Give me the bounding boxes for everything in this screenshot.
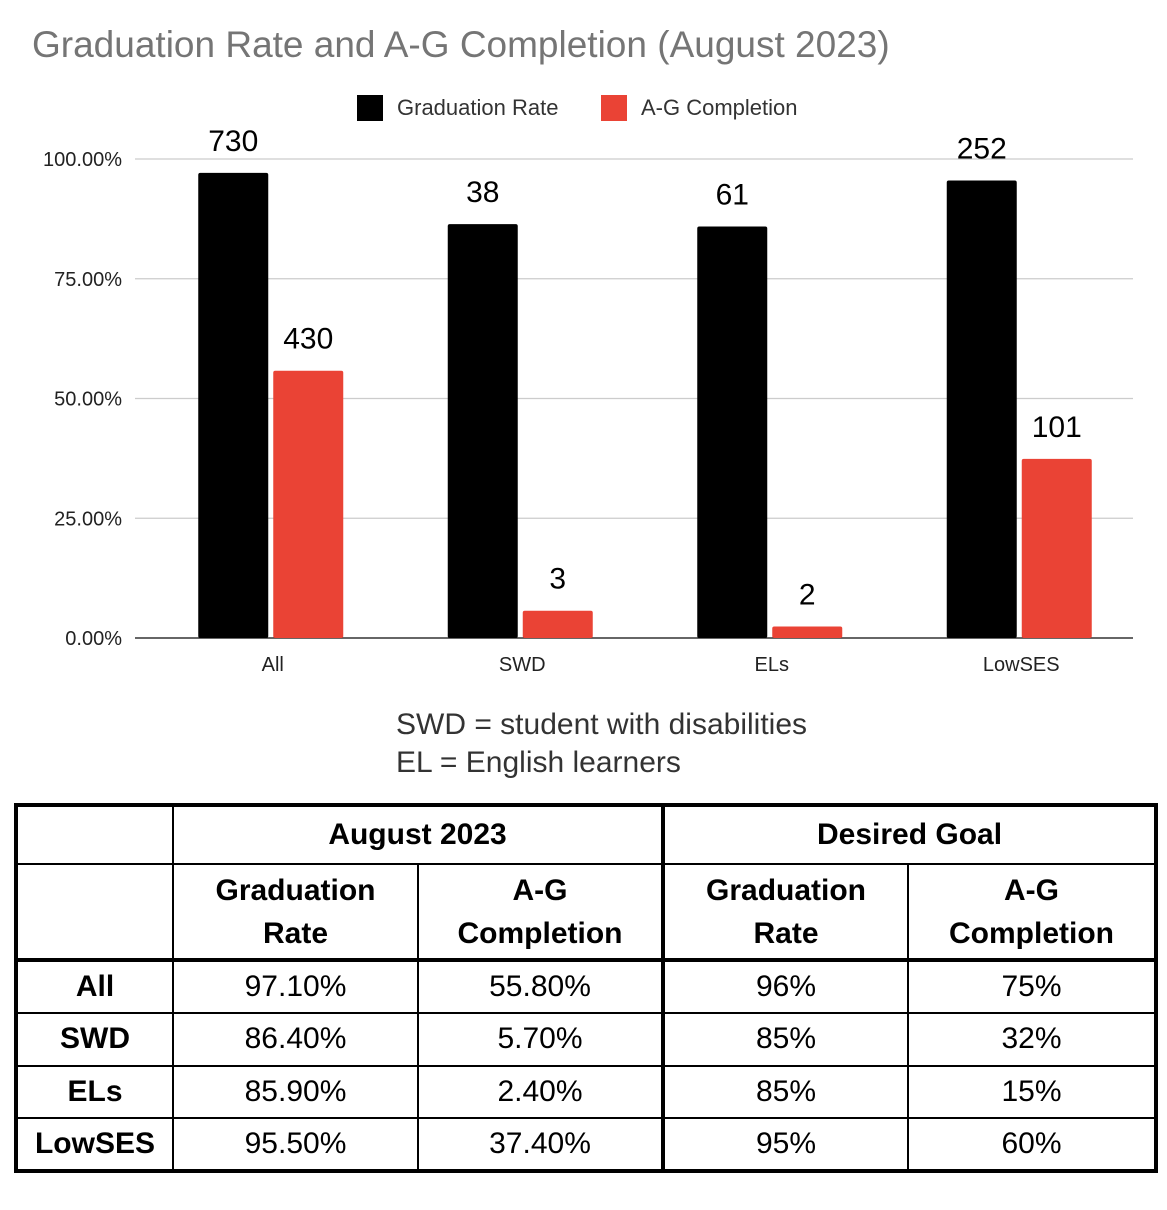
cell-value: 85%	[662, 1064, 910, 1120]
data-label: 730	[208, 125, 258, 158]
data-label: 430	[283, 323, 333, 356]
group-header-august-2023: August 2023	[171, 804, 666, 865]
bars	[198, 172, 1092, 639]
cell-value: 37.40%	[416, 1117, 666, 1172]
data-label: 3	[549, 563, 566, 596]
bar-chart: 0.00% 25.00% 50.00% 75.00% 100.00% 730 430 38 3…	[43, 95, 1133, 676]
legend-swatch-ag-completion	[601, 95, 627, 121]
y-tick-label: 50.00%	[54, 389, 122, 411]
row-label-swd: SWD	[15, 1011, 174, 1067]
summary-table: August 2023 Desired Goal Graduation Rate…	[14, 803, 1159, 1173]
cell-value: 96%	[662, 959, 910, 1014]
cell-value: 60%	[907, 1117, 1158, 1172]
cell-value: 15%	[907, 1064, 1158, 1120]
data-label: 101	[1032, 411, 1082, 444]
cell-value: 85%	[662, 1011, 910, 1067]
cell-value: 75%	[907, 959, 1158, 1014]
table-corner-cell	[15, 804, 174, 865]
table-row: SWD 86.40% 5.70% 85% 32%	[15, 1011, 1158, 1067]
note-el: EL = English learners	[396, 746, 681, 779]
table-row: ELs 85.90% 2.40% 85% 15%	[15, 1064, 1158, 1120]
cell-value: 55.80%	[416, 959, 666, 1014]
sub-header-line: Rate	[753, 916, 819, 950]
sub-header-ag-completion-goal: A-G Completion	[907, 863, 1158, 962]
data-labels: 730 430 38 3 61 2 252 101	[208, 125, 1082, 612]
x-tick-label: ELs	[755, 654, 789, 676]
bar-graduation-rate	[198, 172, 269, 639]
data-label: 61	[716, 179, 749, 212]
chart-title: Graduation Rate and A-G Completion (Augu…	[32, 24, 890, 65]
cell-value: 32%	[907, 1011, 1158, 1067]
x-tick-label: SWD	[499, 654, 546, 676]
bar-ag-completion	[273, 370, 344, 638]
cell-value: 95%	[662, 1117, 910, 1172]
table-row: All 97.10% 55.80% 96% 75%	[15, 959, 1158, 1014]
data-label: 38	[466, 176, 499, 209]
legend-swatch-graduation-rate	[357, 95, 383, 121]
sub-header-graduation-rate-2023: Graduation Rate	[172, 863, 419, 962]
row-label-els: ELs	[15, 1064, 174, 1120]
y-axis: 0.00% 25.00% 50.00% 75.00% 100.00%	[43, 149, 122, 650]
x-tick-label: All	[262, 654, 284, 676]
sub-header-graduation-rate-goal: Graduation Rate	[662, 863, 910, 962]
cell-value: 5.70%	[416, 1011, 666, 1067]
bar-graduation-rate	[946, 180, 1017, 638]
cell-value: 2.40%	[416, 1064, 666, 1120]
y-tick-label: 25.00%	[54, 508, 122, 530]
cell-value: 86.40%	[172, 1011, 419, 1067]
sub-header-line: Completion	[949, 916, 1115, 950]
cell-value: 95.50%	[172, 1117, 419, 1172]
sub-header-line: A-G	[1004, 873, 1060, 907]
table-row: LowSES 95.50% 37.40% 95% 60%	[15, 1117, 1158, 1172]
x-tick-label: LowSES	[983, 654, 1060, 676]
row-label-all: All	[15, 959, 174, 1014]
cell-value: 85.90%	[172, 1064, 419, 1120]
data-label: 2	[799, 579, 816, 612]
sub-header-line: Graduation	[215, 873, 376, 907]
group-header-desired-goal: Desired Goal	[662, 804, 1158, 865]
abbreviation-notes: SWD = student with disabilities EL = Eng…	[396, 706, 807, 782]
sub-header-line: Rate	[262, 916, 329, 950]
y-tick-label: 0.00%	[65, 628, 122, 650]
bar-graduation-rate	[447, 224, 518, 639]
x-axis: All SWD ELs LowSES	[262, 654, 1060, 676]
sub-header-line: Completion	[457, 916, 623, 950]
y-tick-label: 100.00%	[43, 149, 122, 171]
sub-header-line: A-G	[512, 873, 568, 907]
bar-ag-completion	[1021, 458, 1092, 638]
legend-label: A-G Completion	[641, 95, 798, 120]
bar-ag-completion	[772, 626, 843, 638]
note-swd: SWD = student with disabilities	[396, 708, 808, 741]
legend: Graduation Rate A-G Completion	[357, 95, 798, 121]
sub-header-ag-completion-2023: A-G Completion	[416, 863, 666, 962]
cell-value: 97.10%	[172, 959, 419, 1014]
bar-ag-completion	[522, 610, 593, 638]
row-label-lowses: LowSES	[15, 1117, 174, 1172]
sub-header-line: Graduation	[706, 873, 867, 907]
legend-label: Graduation Rate	[397, 95, 558, 120]
data-label: 252	[957, 133, 1007, 166]
bar-graduation-rate	[697, 226, 768, 638]
table-corner-cell-2	[15, 863, 174, 962]
y-tick-label: 75.00%	[54, 269, 122, 291]
